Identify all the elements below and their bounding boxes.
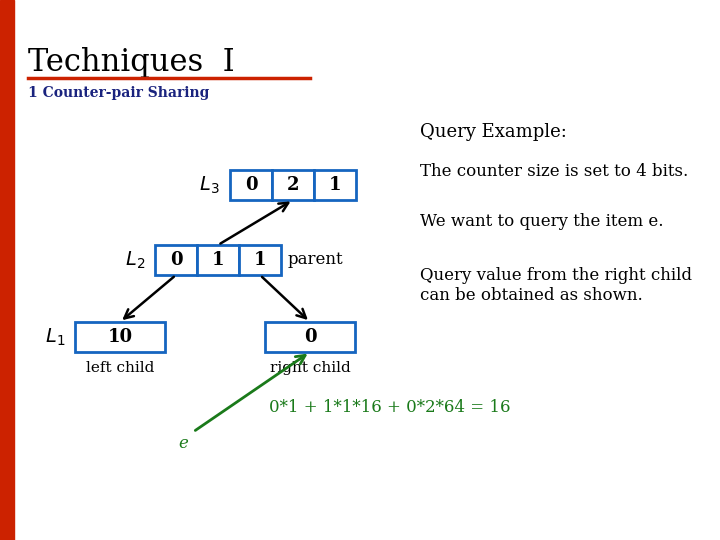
Text: $\mathbf{\it{L}}_1$: $\mathbf{\it{L}}_1$ [45,326,65,348]
Bar [230,170,272,200]
Text: Techniques  I: Techniques I [28,46,235,78]
Text: 0: 0 [245,176,257,194]
Text: 1 Counter-pair Sharing: 1 Counter-pair Sharing [28,86,210,100]
Text: 0: 0 [170,251,182,269]
Bar [155,245,197,275]
Text: 1: 1 [212,251,224,269]
Text: Query Example:: Query Example: [420,123,567,141]
Text: right child: right child [269,361,351,375]
Text: parent: parent [288,252,343,268]
Bar [239,245,281,275]
Bar [265,322,355,352]
Text: 0*1 + 1*1*16 + 0*2*64 = 16: 0*1 + 1*1*16 + 0*2*64 = 16 [269,400,510,416]
Text: can be obtained as shown.: can be obtained as shown. [420,287,643,303]
Bar [75,322,165,352]
Text: e: e [178,435,188,453]
Text: 1: 1 [253,251,266,269]
Text: We want to query the item e.: We want to query the item e. [420,213,664,231]
Text: left child: left child [86,361,154,375]
Bar [314,170,356,200]
Text: Query value from the right child: Query value from the right child [420,267,692,284]
Bar [0,0,14,540]
Text: 10: 10 [107,328,132,346]
Text: $\mathbf{\it{L}}_3$: $\mathbf{\it{L}}_3$ [199,174,220,195]
Text: The counter size is set to 4 bits.: The counter size is set to 4 bits. [420,164,688,180]
Text: 2: 2 [287,176,300,194]
Bar [197,245,239,275]
Text: 1: 1 [329,176,341,194]
Text: $\mathbf{\it{L}}_2$: $\mathbf{\it{L}}_2$ [125,249,145,271]
Text: 0: 0 [304,328,316,346]
Bar [272,170,314,200]
